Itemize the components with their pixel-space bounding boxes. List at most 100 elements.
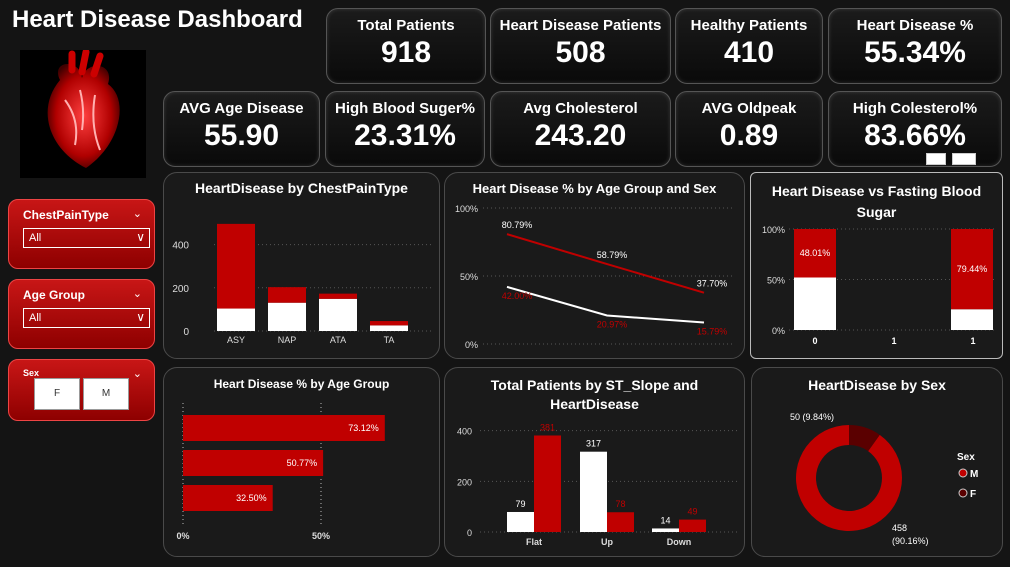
bar-segment-disease xyxy=(268,287,306,303)
chest-pain-dropdown[interactable]: All ∨ xyxy=(23,228,150,248)
kpi-label: Heart Disease % xyxy=(856,17,974,34)
data-label: 58.79% xyxy=(597,250,628,260)
data-label: 79 xyxy=(515,499,525,509)
filter-control-icon[interactable] xyxy=(926,153,946,165)
kpi-label: High Colesterol% xyxy=(852,100,978,117)
kpi-value: 410 xyxy=(723,36,775,69)
chart-title-line: HeartDisease xyxy=(550,396,639,412)
slicer-chest-pain-type[interactable]: ChestPainType ⌄ All ∨ xyxy=(8,199,155,269)
bar-segment-healthy xyxy=(268,302,306,331)
chart-age-group-panel: Heart Disease % by Age Group 0% 50% 73.12%… xyxy=(163,367,440,557)
data-label: (90.16%) xyxy=(892,536,929,546)
bar-disease xyxy=(607,512,634,532)
sex-option-f[interactable]: F xyxy=(34,378,80,410)
bar xyxy=(183,415,385,441)
y-tick-label: 200 xyxy=(457,477,472,487)
data-label: 80.79% xyxy=(502,220,533,230)
y-tick-label: 100% xyxy=(762,225,785,235)
slicer-title: ChestPainType xyxy=(23,208,109,222)
dropdown-value: All xyxy=(29,232,42,244)
x-tick-label: 50% xyxy=(312,531,330,541)
chevron-down-icon[interactable]: ⌄ xyxy=(132,368,142,380)
chart-fbs-panel: Heart Disease vs Fasting Blood Sugar 0% 5… xyxy=(750,172,1003,359)
donut-slice xyxy=(849,425,880,452)
kpi-heart-disease-patients: Heart Disease Patients 508 xyxy=(490,8,671,84)
kpi-healthy-patients: Healthy Patients 410 xyxy=(675,8,823,84)
bar-healthy xyxy=(507,511,534,532)
bar-segment-disease xyxy=(217,223,255,309)
x-tick-label: Down xyxy=(667,537,692,547)
chart-st-slope-panel: Total Patients by ST_Slope and HeartDise… xyxy=(444,367,745,557)
kpi-value: 243.20 xyxy=(534,119,627,152)
data-label: 73.12% xyxy=(348,423,379,433)
bar-disease xyxy=(679,519,706,532)
data-label: 317 xyxy=(586,439,601,449)
kpi-label: Healthy Patients xyxy=(690,17,808,34)
age-group-bar-chart: 0% 50% 73.12% 50.77% 32.50% xyxy=(176,403,385,541)
chart-age-sex-panel: Heart Disease % by Age Group and Sex 0% 5… xyxy=(444,172,745,359)
x-tick-label: ATA xyxy=(330,335,346,345)
legend-marker xyxy=(958,488,968,498)
x-tick-label: 0% xyxy=(176,531,189,541)
x-tick-label: 1 xyxy=(891,336,896,346)
chart-title: HeartDisease by ChestPainType xyxy=(195,180,408,196)
chevron-down-icon[interactable]: ∨ xyxy=(136,310,145,324)
series-line xyxy=(506,233,705,294)
data-label: 15.79% xyxy=(697,327,728,337)
slicer-sex[interactable]: Sex ⌄ xyxy=(8,359,155,421)
data-label: 458 xyxy=(892,523,907,533)
kpi-value: 83.66% xyxy=(864,119,966,152)
bar-segment-healthy xyxy=(319,298,357,331)
y-tick-label: 50% xyxy=(460,272,478,282)
kpi-label: AVG Oldpeak xyxy=(701,100,797,117)
sex-option-m[interactable]: M xyxy=(83,378,129,410)
data-label: 20.97% xyxy=(597,319,628,329)
kpi-value: 0.89 xyxy=(719,119,779,152)
data-label: 42.00% xyxy=(502,291,533,301)
chevron-down-icon[interactable]: ⌄ xyxy=(132,208,142,220)
chart-title: Heart Disease % by Age Group and Sex xyxy=(472,181,717,196)
x-tick-label: 1 xyxy=(970,336,975,346)
legend-label: M xyxy=(970,469,978,480)
kpi-value: 55.34% xyxy=(864,36,966,69)
x-tick-label: TA xyxy=(384,335,395,345)
bar-segment-healthy xyxy=(370,325,408,331)
kpi-value: 55.90 xyxy=(203,119,280,152)
dashboard-title: Heart Disease Dashboard xyxy=(12,6,303,33)
dropdown-value: All xyxy=(29,312,42,324)
chevron-down-icon[interactable]: ⌄ xyxy=(132,288,142,300)
focus-mode-icon[interactable] xyxy=(952,153,976,165)
y-tick-label: 400 xyxy=(172,241,189,252)
data-label: 14 xyxy=(660,515,670,525)
y-tick-label: 50% xyxy=(767,276,785,286)
kpi-label: High Blood Suger% xyxy=(335,100,475,117)
chest-pain-chart: 0 200 400 ASY NAP ATA TA xyxy=(172,223,434,345)
bar-segment-disease xyxy=(370,321,408,326)
data-label: 50.77% xyxy=(287,458,318,468)
st-slope-chart: 0 200 400 79 381 Flat 317 78 Up 14 49 Down xyxy=(457,422,739,547)
x-tick-label: NAP xyxy=(278,335,297,345)
slicer-title: Age Group xyxy=(23,288,85,302)
kpi-label: Avg Cholesterol xyxy=(523,100,638,117)
data-label: 79.44% xyxy=(957,264,988,274)
y-tick-label: 0% xyxy=(772,326,785,336)
legend-marker xyxy=(958,468,968,478)
slicer-age-group[interactable]: Age Group ⌄ All ∨ xyxy=(8,279,155,349)
sex-donut-chart: 458 (90.16%) 50 (9.84%) Sex MF xyxy=(790,412,978,546)
slicer-title: Sex xyxy=(23,368,40,378)
chart-title: Total Patients by ST_Slope and HeartDise… xyxy=(445,376,744,414)
data-label: 37.70% xyxy=(697,279,728,289)
data-label: 49 xyxy=(687,507,697,517)
chart-title: Heart Disease vs Fasting Blood Sugar xyxy=(771,183,982,220)
y-tick-label: 0 xyxy=(467,528,472,538)
bar-healthy xyxy=(652,528,679,532)
age-group-dropdown[interactable]: All ∨ xyxy=(23,308,150,328)
kpi-heart-disease-percent: Heart Disease % 55.34% xyxy=(828,8,1002,84)
chart-title: HeartDisease by Sex xyxy=(808,377,946,393)
chevron-down-icon[interactable]: ∨ xyxy=(136,230,145,244)
series-line xyxy=(506,285,705,324)
data-label: 381 xyxy=(540,422,555,432)
bar-disease xyxy=(534,435,561,532)
bar-segment-healthy xyxy=(951,309,993,330)
x-tick-label: 0 xyxy=(812,336,817,346)
